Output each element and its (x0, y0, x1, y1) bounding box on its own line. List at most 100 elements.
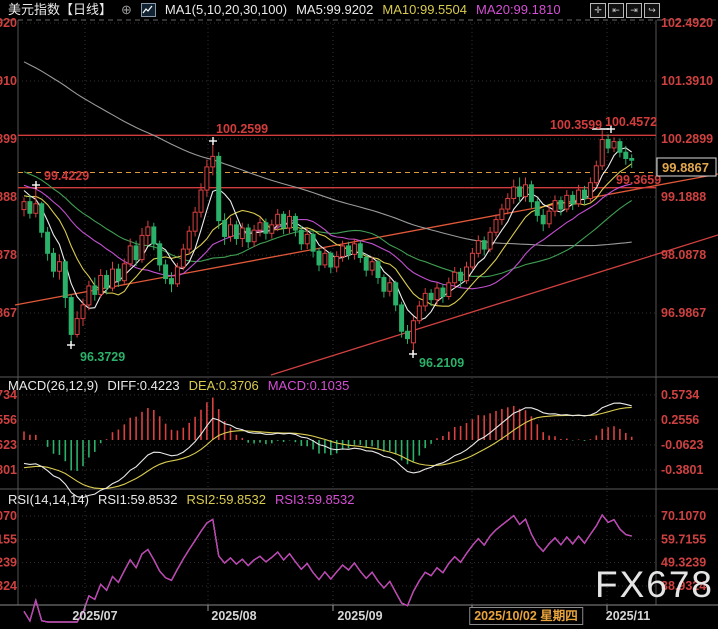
zoom-range-right-icon[interactable]: ⇥ (626, 3, 642, 18)
rsi3-line (23, 513, 632, 623)
candle-down (605, 139, 611, 149)
candle-up (145, 226, 151, 236)
current-price-value: 99.8867 (662, 160, 709, 175)
candle-down (27, 201, 33, 214)
macd-axis-label: -0.3801 (661, 463, 703, 477)
macd-readout: MACD:0.1035 (267, 378, 350, 393)
candle-down (517, 186, 523, 197)
price-axis-label-clipped: 99.1888 (0, 190, 17, 204)
candle-up (287, 215, 292, 229)
candle-up (228, 224, 233, 237)
price-axis-label-clipped: 102.4920 (0, 16, 17, 30)
rsi-axis-label-clipped: 59.7155 (0, 532, 17, 546)
candle-down (45, 231, 51, 254)
candle-down (582, 189, 587, 200)
candle-up (204, 166, 210, 191)
candle-down (363, 257, 369, 271)
candle-down (222, 220, 228, 237)
rsi-axis-label: 49.3239 (661, 556, 706, 570)
swing-price-label: 99.3659 (616, 173, 661, 187)
candle-up (523, 184, 528, 197)
candle-down (481, 240, 487, 250)
candle-up (469, 252, 475, 268)
macd-axis-label-clipped: -0.0623 (0, 438, 17, 452)
dea-readout: DEA:0.3706 (188, 378, 259, 393)
candle-up (505, 198, 511, 210)
candle-up (257, 222, 263, 231)
link-icon[interactable]: ⊕ (121, 2, 132, 17)
ma100-line (23, 61, 632, 247)
macd-axis-label-clipped: -0.3801 (0, 463, 17, 477)
candle-up (198, 189, 204, 213)
rsi-axis-label-clipped: 49.3239 (0, 556, 17, 570)
rsi-axis-label: 59.7155 (661, 532, 706, 546)
candle-down (51, 252, 56, 272)
rsi-axis-label: 38.9324 (661, 579, 706, 593)
candle-up (269, 224, 275, 234)
chart-type-icon[interactable] (140, 3, 156, 17)
candle-down (405, 330, 410, 340)
rsi-axis-label-clipped: 38.9324 (0, 579, 17, 593)
macd-axis-label-clipped: 0.5734 (0, 388, 17, 402)
candle-up (452, 271, 458, 284)
price-axis-label: 96.9867 (661, 306, 706, 320)
candle-down (233, 224, 239, 240)
ma-settings-label: MA1(5,10,20,30,100) (164, 2, 288, 17)
candle-down (92, 285, 98, 295)
candle-down (375, 261, 381, 279)
candle-down (310, 233, 316, 252)
macd-axis-label: -0.0623 (661, 438, 703, 452)
price-axis-label: 99.1888 (661, 190, 706, 204)
candle-down (281, 213, 287, 229)
diff-readout: DIFF:0.4223 (107, 378, 180, 393)
candle-up (552, 200, 558, 212)
candle-down (629, 157, 635, 161)
candle-down (440, 287, 446, 297)
highlighted-date-label: 2025/10/02 星期四 (469, 607, 583, 625)
candle-up (210, 155, 216, 168)
candle-down (133, 245, 139, 261)
candle-up (611, 141, 617, 149)
candle-down (151, 226, 157, 245)
candle-down (346, 245, 351, 255)
rsi3-readout: RSI3:59.8532 (274, 492, 355, 507)
month-label: 2025/11 (605, 609, 651, 623)
candle-down (245, 227, 251, 243)
candle-down (623, 151, 629, 159)
candle-up (599, 139, 605, 167)
rsi1-readout: RSI1:59.8532 (97, 492, 178, 507)
candle-up (422, 292, 428, 307)
candle-up (80, 304, 86, 320)
pan-icon[interactable]: ✛ (590, 3, 606, 18)
candle-up (86, 285, 92, 306)
candle-up (593, 165, 599, 184)
swing-price-label: 100.4572 (605, 115, 657, 129)
date-axis[interactable]: 2025/07 2025/08 2025/09 2025/11 2025/10/02 … (0, 605, 718, 629)
diff-line (23, 402, 632, 499)
candle-down (458, 271, 464, 282)
candle-down (528, 184, 534, 203)
candle-down (540, 214, 546, 225)
candle-up (369, 261, 375, 271)
month-label: 2025/08 (211, 609, 257, 623)
candle-down (558, 200, 564, 210)
candle-up (121, 263, 127, 282)
candle-up (74, 318, 80, 335)
candle-down (216, 155, 222, 222)
trendline (14, 173, 718, 306)
candle-up (98, 274, 104, 295)
go-to-latest-icon[interactable]: ↪ (644, 3, 660, 18)
candle-up (576, 189, 582, 205)
candle-down (157, 243, 163, 266)
swing-price-label: 99.4229 (44, 169, 89, 183)
candle-up (587, 182, 593, 200)
rsi-axis-label: 70.1070 (661, 509, 706, 523)
candle-up (446, 282, 452, 297)
ma20-readout: MA20:99.1810 (475, 2, 561, 17)
zoom-range-left-icon[interactable]: ⇤ (608, 3, 624, 18)
candle-down (399, 304, 405, 332)
candle-down (570, 194, 576, 205)
candle-down (393, 282, 399, 306)
candle-up (180, 248, 186, 268)
